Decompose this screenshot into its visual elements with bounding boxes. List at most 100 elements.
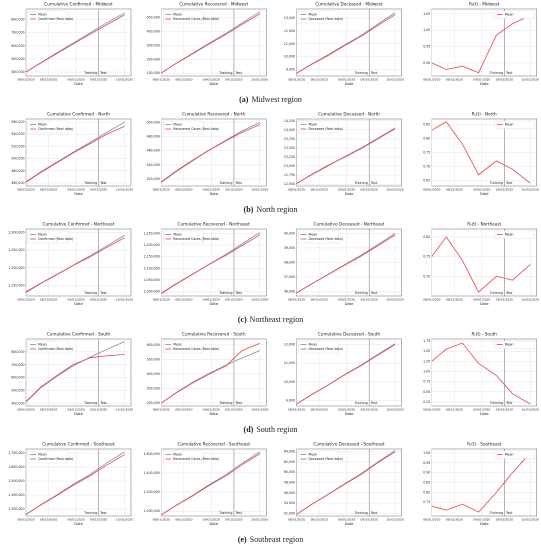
y-tick-label: 1.75 xyxy=(423,339,430,343)
y-tick-label: 400,000 xyxy=(147,372,160,376)
x-axis-label: Date xyxy=(345,412,354,416)
plot-area xyxy=(431,228,537,297)
caption-text: Midwest region xyxy=(251,95,301,104)
annotation: Training xyxy=(83,401,97,405)
legend-box xyxy=(27,10,69,24)
annotation: Training xyxy=(489,71,503,75)
y-tick-label: 1.00 xyxy=(423,451,430,455)
series-line xyxy=(296,451,396,515)
chart-title: Cumulative Deceased - North xyxy=(318,112,380,117)
annotation: Test xyxy=(99,181,107,185)
y-tick-label: 1,150,000 xyxy=(8,283,24,287)
x-tick-label: 10/01/2020 xyxy=(116,188,133,192)
x-tick-label: 10/01/2020 xyxy=(522,188,539,192)
legend-label: Deceased (Real data) xyxy=(309,347,343,351)
x-axis-label: Date xyxy=(74,82,83,86)
x-tick-label: 08/01/2020 xyxy=(288,188,305,192)
legend-label: Mean xyxy=(173,13,182,17)
y-tick-label: 1,150,000 xyxy=(144,255,160,259)
chart-title: Cumulative Recovered - Northeast xyxy=(178,222,251,227)
y-tick-label: 14,250 xyxy=(284,119,295,123)
y-tick-label: 600,000 xyxy=(11,376,24,380)
x-tick-label: 09/15/2020 xyxy=(496,408,513,412)
x-tick-label: 08/15/2020 xyxy=(40,78,57,82)
x-axis-label: Date xyxy=(209,522,218,526)
x-axis-label: Date xyxy=(209,302,218,306)
x-tick-label: 08/15/2020 xyxy=(175,78,192,82)
legend-box xyxy=(494,450,535,459)
chart-title: Cumulative Deceased - Southeast xyxy=(313,442,385,447)
y-tick-label: 1,250,000 xyxy=(8,248,24,252)
legend-label: Confirmed (Real data) xyxy=(38,127,73,131)
x-tick-label: 08/15/2020 xyxy=(175,298,192,302)
x-tick-label: 09/15/2020 xyxy=(225,78,242,82)
y-tick-label: 300,000 xyxy=(147,43,160,47)
x-tick-label: 10/01/2020 xyxy=(251,188,268,192)
annotation: Test xyxy=(505,291,513,295)
legend-label: Mean xyxy=(38,453,47,457)
y-tick-label: 54,000 xyxy=(284,501,295,505)
legend-box xyxy=(298,120,339,134)
legend-label: Mean xyxy=(309,233,318,237)
legend-label: Deceased (Real data) xyxy=(309,127,343,131)
legend-label: Deceased (Real data) xyxy=(309,237,343,241)
y-tick-label: 700,000 xyxy=(11,31,24,35)
x-tick-label: 08/01/2020 xyxy=(423,298,440,302)
x-tick-label: 10/01/2020 xyxy=(386,518,403,522)
annotation: Test xyxy=(370,291,378,295)
legend-box xyxy=(494,230,535,239)
x-axis-label: Date xyxy=(480,302,489,306)
series-line xyxy=(431,236,531,293)
x-tick-label: 09/01/2020 xyxy=(473,78,490,82)
x-tick-label: 09/15/2020 xyxy=(90,188,107,192)
y-tick-label: 11,000 xyxy=(284,42,295,46)
y-tick-label: 12,500 xyxy=(284,182,295,186)
y-tick-label: 1,200,000 xyxy=(144,490,160,494)
annotation: Test xyxy=(99,511,107,515)
x-tick-label: 08/01/2020 xyxy=(288,408,305,412)
y-tick-label: 440,000 xyxy=(147,163,160,167)
x-tick-label: 08/15/2020 xyxy=(310,298,327,302)
y-tick-label: 0.65 xyxy=(423,178,430,182)
series-line xyxy=(25,354,125,402)
y-tick-label: 13,250 xyxy=(284,155,295,159)
legend-label: Confirmed (Real data) xyxy=(38,457,73,461)
y-tick-label: 700,000 xyxy=(11,363,24,367)
annotation: Test xyxy=(505,181,513,185)
x-tick-label: 08/01/2020 xyxy=(17,188,34,192)
x-tick-label: 10/01/2020 xyxy=(251,298,268,302)
x-tick-label: 08/01/2020 xyxy=(17,408,34,412)
x-tick-label: 09/15/2020 xyxy=(225,298,242,302)
x-axis-label: Date xyxy=(480,522,489,526)
y-tick-label: 13,750 xyxy=(284,137,295,141)
x-tick-label: 09/15/2020 xyxy=(361,188,378,192)
annotation: Training xyxy=(489,511,503,515)
x-tick-label: 08/01/2020 xyxy=(288,298,305,302)
y-tick-label: 560,000 xyxy=(11,120,24,124)
x-tick-label: 09/15/2020 xyxy=(225,188,242,192)
annotation: Test xyxy=(505,401,513,405)
series-line xyxy=(161,234,260,294)
caption: (e) Southeast region xyxy=(238,535,303,544)
annotation: Training xyxy=(218,291,232,295)
y-tick-label: 540,000 xyxy=(11,132,24,136)
y-tick-label: 0.75 xyxy=(423,151,430,155)
series-line xyxy=(25,14,125,73)
y-tick-label: 37,000 xyxy=(284,275,295,279)
legend-label: Mean xyxy=(38,343,47,347)
legend-box xyxy=(163,10,204,24)
y-tick-label: 1,400,000 xyxy=(8,493,24,497)
x-tick-label: 09/01/2020 xyxy=(473,408,490,412)
y-tick-label: 500,000 xyxy=(147,357,160,361)
y-tick-label: 11,000 xyxy=(284,361,295,365)
x-tick-label: 08/01/2020 xyxy=(153,518,170,522)
chart-title: Cumulative Recovered - Midwest xyxy=(179,2,248,7)
x-axis-label: Date xyxy=(74,412,83,416)
x-tick-label: 08/15/2020 xyxy=(175,408,192,412)
y-tick-label: 480,000 xyxy=(11,169,24,173)
annotation: Training xyxy=(83,291,97,295)
annotation: Test xyxy=(505,71,513,75)
legend-box xyxy=(163,340,204,354)
annotation: Test xyxy=(234,181,242,185)
